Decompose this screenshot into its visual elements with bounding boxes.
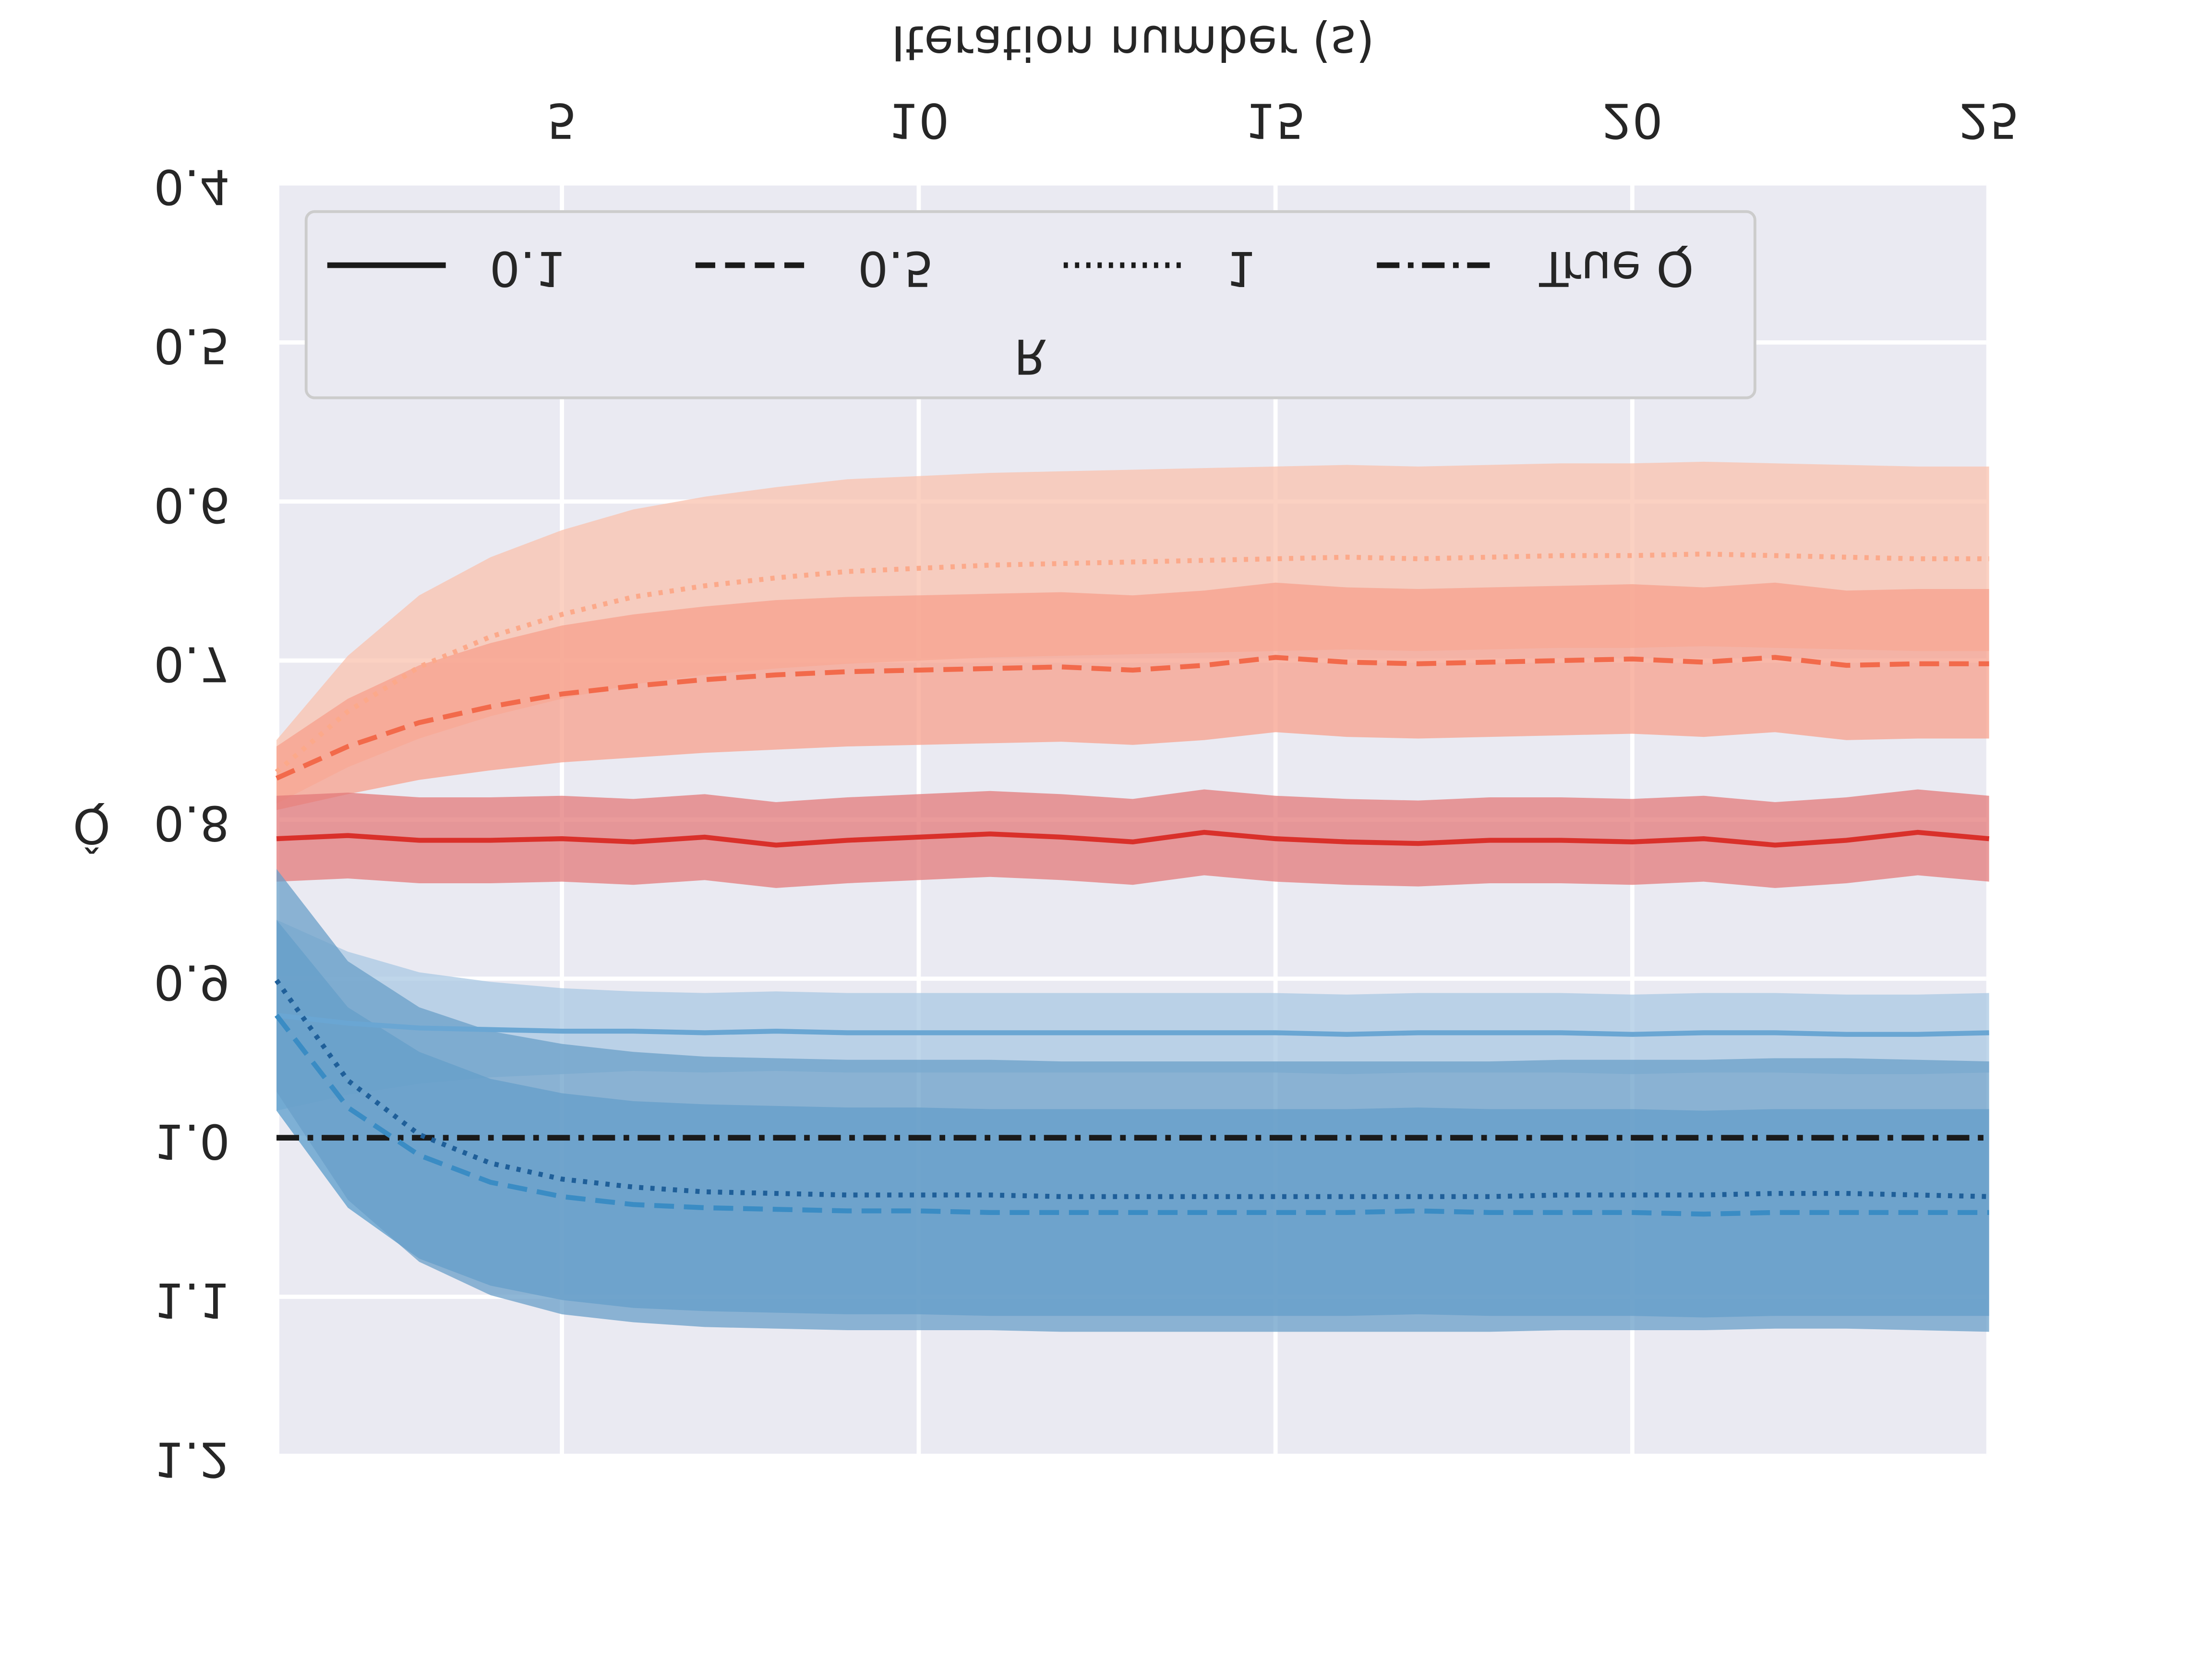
y-tick-label: 0.5	[154, 318, 230, 374]
series-line	[275, 655, 1989, 781]
x-tick-label: 10	[888, 93, 949, 149]
x-tick-label: 5	[547, 93, 577, 149]
y-axis-label: Q̂	[73, 798, 111, 854]
legend-label: True Q	[1539, 240, 1694, 297]
legend-label: 0.1	[490, 240, 566, 297]
y-tick-label: 0.6	[154, 477, 230, 533]
x-axis-label: Iteration number (s)	[891, 15, 1374, 71]
x-tick-label: 15	[1245, 93, 1306, 149]
series-line	[274, 1013, 1989, 1217]
legend-title: R	[1014, 328, 1047, 384]
series-line	[274, 979, 1989, 1199]
series-line	[275, 551, 1989, 774]
confidence-band	[276, 582, 1989, 810]
legend-label: 1	[1226, 240, 1257, 297]
y-tick-label: 1.0	[154, 1113, 230, 1169]
x-tick-label: 20	[1602, 93, 1663, 149]
legend-label: 0.5	[858, 240, 934, 297]
y-tick-label: 1.1	[154, 1272, 230, 1328]
y-tick-label: 0.7	[154, 636, 230, 692]
flipped-chart: 0.4 0.5 0.6 0.7 0.8 0.9 1.0 1.1 1.2 5 10 15 20 25 Iter…	[73, 15, 2020, 1488]
y-tick-label: 0.8	[154, 795, 230, 851]
confidence-band	[276, 869, 1989, 1332]
y-tick-label: 0.4	[154, 159, 230, 215]
series-line	[276, 830, 1990, 848]
confidence-band	[276, 789, 1989, 888]
x-tick-label: 25	[1959, 93, 2020, 149]
y-tick-label: 1.2	[154, 1431, 230, 1487]
legend-box	[304, 210, 1756, 399]
y-tick-label: 0.9	[154, 954, 230, 1010]
series-line	[276, 1012, 1989, 1037]
